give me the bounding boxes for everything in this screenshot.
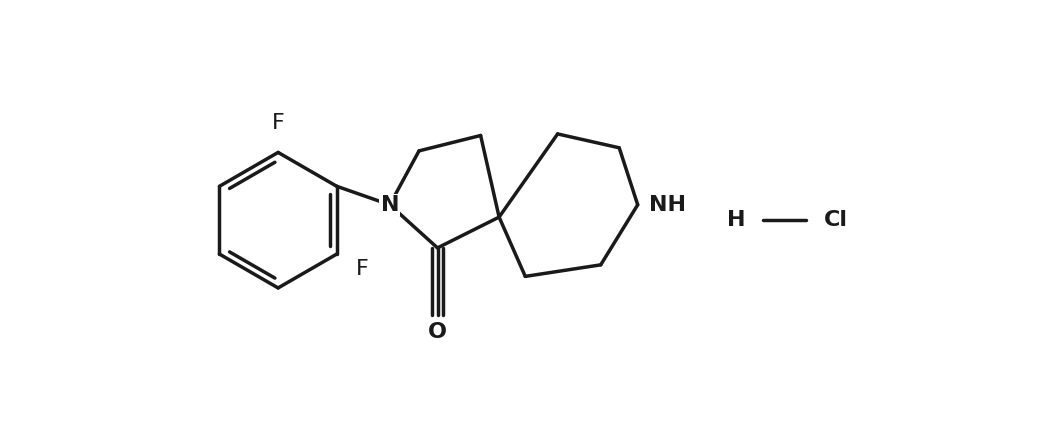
Text: Cl: Cl — [825, 210, 848, 230]
Text: O: O — [428, 322, 447, 342]
Text: F: F — [355, 259, 368, 279]
Text: NH: NH — [649, 195, 686, 215]
Text: N: N — [381, 195, 399, 215]
Text: H: H — [727, 210, 746, 230]
Text: F: F — [271, 113, 284, 133]
